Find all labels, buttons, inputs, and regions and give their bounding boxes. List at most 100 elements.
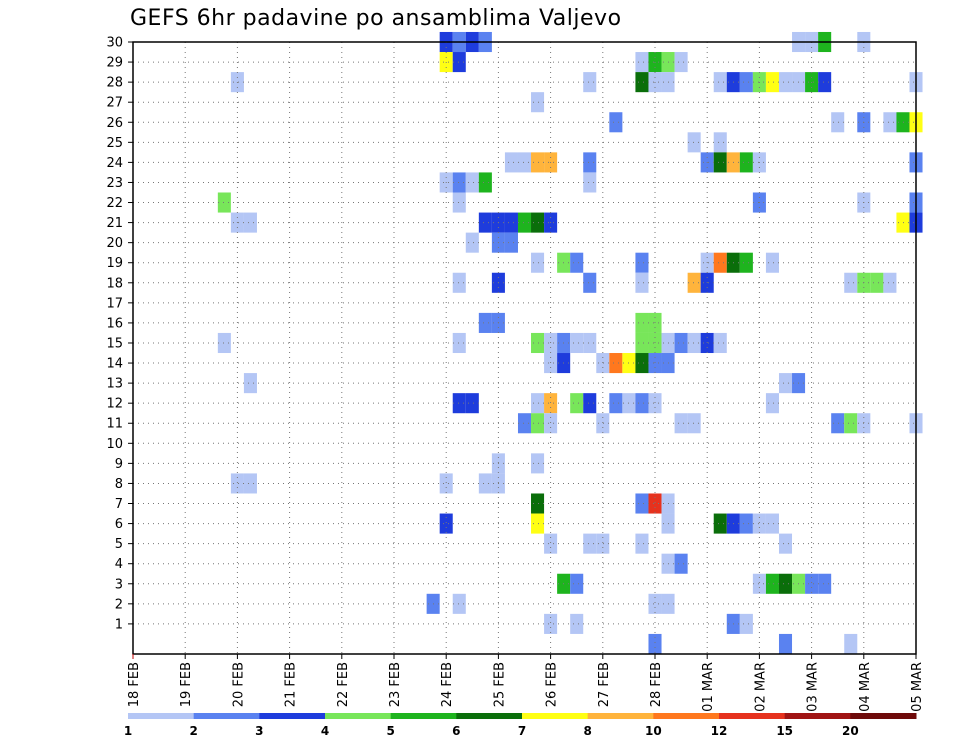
heat-cell	[635, 533, 649, 554]
y-tick-label: 26	[106, 116, 123, 131]
heat-cell	[635, 393, 649, 414]
y-tick-label: 2	[115, 597, 123, 612]
heat-cell	[713, 72, 727, 93]
heat-cell	[713, 332, 727, 354]
heat-cell	[531, 332, 545, 354]
heat-cell	[818, 72, 832, 93]
legend-label: 15	[776, 724, 793, 738]
legend-label: 1	[124, 724, 132, 738]
legend-label: 12	[711, 724, 728, 738]
heat-cell	[583, 272, 597, 293]
heat-cell	[713, 252, 727, 273]
heat-cell	[648, 593, 662, 614]
legend-label: 10	[645, 724, 662, 738]
heat-cell	[243, 373, 257, 394]
heat-cell	[570, 252, 584, 273]
heat-cell	[674, 332, 688, 354]
heat-cell	[570, 332, 584, 354]
heat-cell	[465, 393, 479, 414]
x-tick-label: 23 FEB	[388, 662, 403, 707]
legend-swatch	[193, 713, 260, 719]
legend-swatch	[719, 713, 786, 719]
grid-layer	[133, 41, 916, 654]
x-tick-label: 19 FEB	[179, 662, 194, 707]
legend-label: 4	[321, 724, 329, 738]
color-legend: 1 2 3 4 5 6 7 8 10 12 15 20	[124, 713, 917, 738]
heat-cell	[883, 112, 897, 133]
heat-cell	[752, 573, 766, 594]
heat-cell	[765, 393, 779, 414]
y-tick-label: 7	[115, 497, 123, 512]
y-tick-label: 28	[106, 76, 123, 91]
x-tick-label: 01 MAR	[701, 662, 716, 712]
heat-cell	[831, 413, 845, 434]
heat-cell	[831, 112, 845, 133]
x-tick-label: 03 MAR	[806, 662, 821, 712]
heat-cell	[465, 172, 479, 193]
heat-cell	[739, 152, 753, 173]
cell-layer	[217, 31, 923, 654]
x-tick-label: 27 FEB	[597, 662, 612, 707]
legend-swatch	[522, 713, 589, 719]
heat-cell	[609, 353, 623, 374]
heat-cell	[531, 493, 545, 514]
heat-cell	[531, 92, 545, 113]
heat-cell	[544, 413, 558, 434]
heat-cell	[544, 353, 558, 374]
heat-cell	[517, 152, 532, 173]
x-tick-label: 02 MAR	[753, 662, 768, 712]
heat-cell	[596, 413, 610, 434]
heat-cell	[531, 453, 545, 474]
legend-label: 8	[583, 724, 591, 738]
y-tick-label: 8	[115, 477, 123, 492]
y-tick-label: 3	[115, 577, 123, 592]
y-tick-label: 29	[106, 56, 123, 71]
x-tick-label: 22 FEB	[336, 662, 351, 707]
heat-cell	[635, 353, 649, 374]
heat-cell	[752, 513, 766, 534]
heat-cell	[452, 332, 466, 354]
heat-cell	[217, 332, 231, 354]
y-tick-label: 6	[115, 517, 123, 532]
y-tick-label: 9	[115, 457, 123, 472]
heat-cell	[478, 172, 492, 193]
heat-cell	[583, 152, 597, 173]
heat-cell	[596, 353, 610, 374]
heat-cell	[739, 613, 753, 634]
y-tick-label: 19	[106, 256, 123, 271]
y-tick-label: 27	[106, 96, 123, 111]
legend-swatch	[587, 713, 654, 719]
legend-label: 6	[452, 724, 460, 738]
y-tick-label: 14	[106, 357, 123, 372]
legend-swatch	[325, 713, 392, 719]
x-axis: 18 FEB 19 FEB 20 FEB 21 FEB 22 FEB 23 FEB 24 F…	[127, 654, 925, 712]
heat-cell	[544, 393, 558, 414]
heat-cell	[648, 353, 662, 374]
y-tick-label: 4	[115, 557, 123, 572]
heat-cell	[544, 613, 558, 634]
x-tick-label: 05 MAR	[910, 662, 925, 712]
y-tick-label: 22	[106, 196, 123, 211]
heat-cell	[739, 252, 753, 273]
heat-cell	[765, 72, 779, 93]
legend-swatch	[456, 713, 523, 719]
heat-cell	[583, 72, 597, 93]
heat-cell	[870, 272, 884, 293]
x-tick-label: 24 FEB	[440, 662, 455, 707]
heat-cell	[583, 332, 597, 354]
heat-cell	[243, 473, 257, 494]
y-tick-label: 17	[106, 296, 123, 311]
heat-cell	[674, 553, 688, 574]
y-axis: 1234567891011121314151617181920212223242…	[106, 36, 133, 632]
heat-cell	[648, 393, 662, 414]
heat-cell	[778, 573, 793, 594]
heat-cell	[439, 473, 453, 494]
heat-cell	[504, 152, 518, 173]
heat-cell	[217, 192, 231, 213]
heat-cell	[739, 513, 753, 534]
heat-cell	[517, 212, 532, 233]
y-tick-label: 23	[106, 176, 123, 191]
legend-swatch	[653, 713, 720, 719]
x-tick-label: 21 FEB	[284, 662, 299, 707]
y-tick-label: 16	[106, 316, 123, 331]
